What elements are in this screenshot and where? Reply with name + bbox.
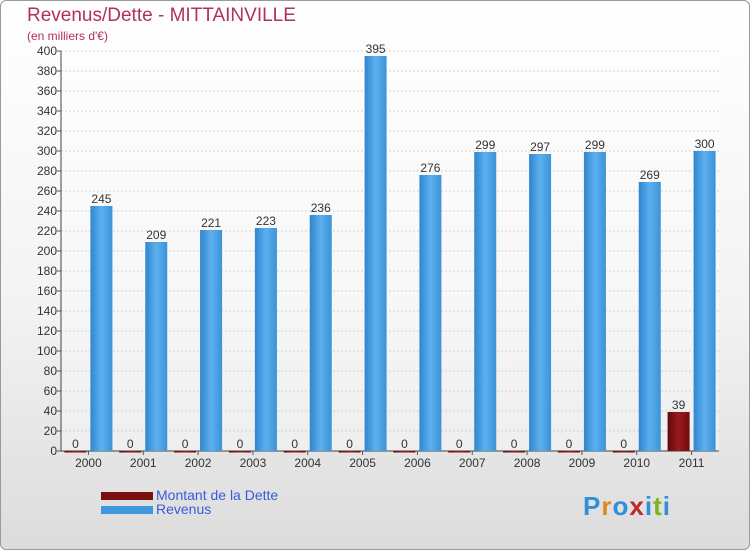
data-label-debt: 0 xyxy=(511,437,518,451)
x-tick-label: 2010 xyxy=(623,456,650,470)
bar-debt xyxy=(448,451,471,453)
data-label-debt: 0 xyxy=(620,437,627,451)
x-tick-label: 2005 xyxy=(349,456,376,470)
bar-debt xyxy=(338,451,361,453)
y-tick-label: 160 xyxy=(37,284,57,298)
bar-debt xyxy=(174,451,197,453)
x-tick-label: 2000 xyxy=(75,456,102,470)
y-tick-label: 180 xyxy=(37,264,57,278)
data-label-revenue: 236 xyxy=(311,201,331,215)
bar-revenue xyxy=(693,151,716,451)
legend-label-revenue: Revenus xyxy=(156,501,212,517)
x-tick-label: 2006 xyxy=(404,456,431,470)
x-tick-label: 2007 xyxy=(459,456,486,470)
legend-swatch-debt xyxy=(101,492,153,500)
bar-revenue xyxy=(638,182,661,451)
x-tick-label: 2004 xyxy=(294,456,321,470)
y-tick-label: 280 xyxy=(37,164,57,178)
bar-revenue xyxy=(145,242,168,451)
data-label-debt: 0 xyxy=(291,437,298,451)
y-tick-label: 320 xyxy=(37,124,57,138)
bar-debt xyxy=(557,451,580,453)
x-tick-label: 2002 xyxy=(185,456,212,470)
data-label-revenue: 276 xyxy=(420,161,440,175)
data-label-debt: 0 xyxy=(182,437,189,451)
y-tick-label: 20 xyxy=(44,424,58,438)
data-label-debt: 0 xyxy=(401,437,408,451)
data-label-revenue: 297 xyxy=(530,140,550,154)
data-label-debt: 0 xyxy=(72,437,79,451)
bar-revenue xyxy=(90,206,113,451)
x-tick-label: 2009 xyxy=(569,456,596,470)
y-tick-label: 300 xyxy=(37,144,57,158)
proxiti-logo: Proxiti xyxy=(583,491,671,522)
y-tick-label: 100 xyxy=(37,344,57,358)
y-tick-label: 380 xyxy=(37,64,57,78)
chart-subtitle: (en milliers d'€) xyxy=(27,29,108,43)
data-label-debt: 39 xyxy=(672,398,686,412)
y-tick-label: 260 xyxy=(37,184,57,198)
bar-debt xyxy=(119,451,142,453)
logo-letter: r xyxy=(601,491,613,521)
y-tick-label: 240 xyxy=(37,204,57,218)
y-tick-label: 120 xyxy=(37,324,57,338)
bar-revenue xyxy=(200,230,223,451)
bar-debt xyxy=(64,451,87,453)
x-tick-label: 2011 xyxy=(679,456,705,470)
x-tick-label: 2001 xyxy=(130,456,157,470)
x-tick-label: 2008 xyxy=(514,456,541,470)
bar-revenue xyxy=(474,152,497,451)
data-label-revenue: 209 xyxy=(146,228,166,242)
data-label-revenue: 221 xyxy=(201,216,221,230)
data-label-debt: 0 xyxy=(456,437,463,451)
y-tick-label: 200 xyxy=(37,244,57,258)
logo-letter: i xyxy=(644,491,654,521)
data-label-revenue: 299 xyxy=(585,138,605,152)
logo-letter: i xyxy=(662,491,671,521)
data-label-revenue: 269 xyxy=(640,168,660,182)
bar-revenue xyxy=(529,154,552,451)
bar-revenue xyxy=(583,152,606,451)
data-label-revenue: 299 xyxy=(475,138,495,152)
data-label-debt: 0 xyxy=(127,437,134,451)
data-label-revenue: 300 xyxy=(695,137,715,151)
data-label-debt: 0 xyxy=(237,437,244,451)
data-label-debt: 0 xyxy=(346,437,353,451)
bar-debt xyxy=(612,451,635,453)
bar-debt xyxy=(228,451,251,453)
y-tick-label: 0 xyxy=(50,444,57,458)
chart-title: Revenus/Dette - MITTAINVILLE xyxy=(27,5,296,26)
bar-debt xyxy=(667,412,690,451)
logo-letter: P xyxy=(583,491,602,521)
logo-letter: t xyxy=(653,491,663,521)
y-tick-label: 340 xyxy=(37,104,57,118)
data-label-revenue: 395 xyxy=(366,42,386,56)
y-tick-label: 80 xyxy=(44,364,58,378)
y-tick-label: 140 xyxy=(37,304,57,318)
data-label-revenue: 245 xyxy=(91,192,111,206)
x-tick-label: 2003 xyxy=(240,456,267,470)
bar-revenue xyxy=(419,175,442,451)
y-tick-label: 40 xyxy=(44,404,58,418)
y-tick-label: 60 xyxy=(44,384,58,398)
y-tick-label: 400 xyxy=(37,44,57,58)
logo-letter: x xyxy=(629,491,645,521)
bar-debt xyxy=(283,451,306,453)
legend-label-debt: Montant de la Dette xyxy=(156,487,279,503)
data-label-revenue: 223 xyxy=(256,214,276,228)
bar-revenue xyxy=(309,215,332,451)
bar-debt xyxy=(503,451,526,453)
bar-revenue xyxy=(364,56,387,451)
bar-debt xyxy=(393,451,416,453)
legend-swatch-revenue xyxy=(101,506,153,514)
bar-revenue xyxy=(254,228,277,451)
logo-letter: o xyxy=(612,491,630,521)
y-tick-label: 220 xyxy=(37,224,57,238)
y-tick-label: 360 xyxy=(37,84,57,98)
data-label-debt: 0 xyxy=(566,437,573,451)
